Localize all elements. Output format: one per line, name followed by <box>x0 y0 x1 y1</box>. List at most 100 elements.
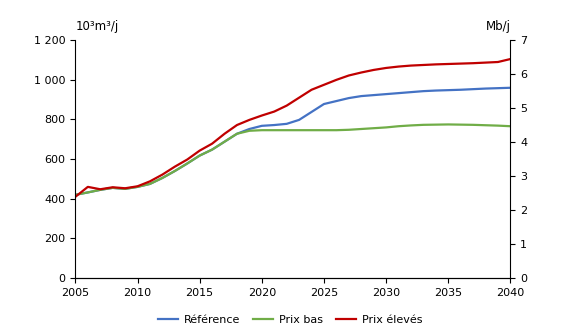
Prix élevés <box>147 179 154 183</box>
Prix bas <box>271 128 278 132</box>
Prix élevés <box>333 78 340 82</box>
Référence <box>209 148 216 152</box>
Prix bas <box>209 148 216 152</box>
Prix élevés <box>196 149 203 153</box>
Référence <box>308 110 315 114</box>
Référence <box>147 182 154 186</box>
Prix bas <box>345 128 352 132</box>
Prix bas <box>109 186 116 190</box>
Référence <box>470 87 477 91</box>
Prix bas <box>171 169 178 173</box>
Prix bas <box>134 185 141 189</box>
Prix élevés <box>234 123 241 127</box>
Prix élevés <box>97 187 104 191</box>
Prix élevés <box>184 157 191 161</box>
Prix élevés <box>221 132 228 136</box>
Référence <box>383 92 390 96</box>
Référence <box>72 193 79 197</box>
Référence <box>258 124 265 128</box>
Prix élevés <box>134 184 141 188</box>
Prix bas <box>495 124 502 128</box>
Prix élevés <box>345 73 352 77</box>
Prix bas <box>283 128 290 132</box>
Prix bas <box>184 161 191 165</box>
Prix élevés <box>432 62 439 66</box>
Prix élevés <box>457 62 464 66</box>
Référence <box>432 88 439 92</box>
Prix élevés <box>109 185 116 189</box>
Prix bas <box>308 128 315 132</box>
Prix élevés <box>470 61 477 65</box>
Prix bas <box>333 128 340 132</box>
Prix élevés <box>258 114 265 118</box>
Prix élevés <box>283 104 290 108</box>
Prix bas <box>470 123 477 127</box>
Référence <box>495 86 502 90</box>
Référence <box>358 94 365 98</box>
Référence <box>122 187 129 191</box>
Prix élevés <box>122 186 129 190</box>
Prix élevés <box>358 70 365 74</box>
Référence <box>84 190 91 194</box>
Prix bas <box>457 123 464 127</box>
Prix bas <box>97 188 104 192</box>
Référence <box>296 118 303 122</box>
Prix élevés <box>209 142 216 146</box>
Prix bas <box>432 123 439 127</box>
Référence <box>97 188 104 192</box>
Prix bas <box>321 128 328 132</box>
Prix bas <box>408 123 415 127</box>
Prix élevés <box>383 66 390 70</box>
Prix bas <box>159 176 166 180</box>
Prix bas <box>420 123 427 127</box>
Line: Prix bas: Prix bas <box>75 124 510 195</box>
Référence <box>109 186 116 190</box>
Prix bas <box>482 123 489 127</box>
Référence <box>345 96 352 100</box>
Référence <box>457 88 464 92</box>
Prix élevés <box>395 65 402 69</box>
Prix élevés <box>159 173 166 177</box>
Prix élevés <box>420 63 427 67</box>
Référence <box>420 89 427 93</box>
Référence <box>482 86 489 90</box>
Référence <box>196 153 203 157</box>
Prix élevés <box>171 164 178 169</box>
Référence <box>134 185 141 189</box>
Référence <box>321 102 328 106</box>
Prix bas <box>122 187 129 191</box>
Prix élevés <box>445 62 452 66</box>
Prix élevés <box>308 88 315 92</box>
Prix bas <box>246 129 253 133</box>
Prix bas <box>221 140 228 144</box>
Prix bas <box>84 190 91 194</box>
Text: Mb/j: Mb/j <box>485 20 510 33</box>
Référence <box>159 176 166 180</box>
Prix bas <box>358 127 365 131</box>
Prix bas <box>296 128 303 132</box>
Prix élevés <box>296 96 303 100</box>
Référence <box>370 93 377 97</box>
Référence <box>333 99 340 103</box>
Prix élevés <box>72 195 79 199</box>
Référence <box>234 132 241 136</box>
Référence <box>271 123 278 127</box>
Référence <box>246 127 253 131</box>
Référence <box>445 88 452 92</box>
Prix élevés <box>246 118 253 122</box>
Prix élevés <box>370 68 377 72</box>
Référence <box>221 140 228 144</box>
Référence <box>184 161 191 165</box>
Prix élevés <box>84 185 91 189</box>
Référence <box>171 169 178 173</box>
Prix bas <box>258 128 265 132</box>
Référence <box>408 90 415 94</box>
Prix bas <box>445 122 452 126</box>
Legend: Référence, Prix bas, Prix élevés: Référence, Prix bas, Prix élevés <box>154 311 426 329</box>
Prix bas <box>234 132 241 136</box>
Line: Référence: Référence <box>75 88 510 195</box>
Prix bas <box>507 124 514 128</box>
Prix bas <box>196 153 203 157</box>
Prix élevés <box>507 57 514 61</box>
Prix bas <box>72 193 79 197</box>
